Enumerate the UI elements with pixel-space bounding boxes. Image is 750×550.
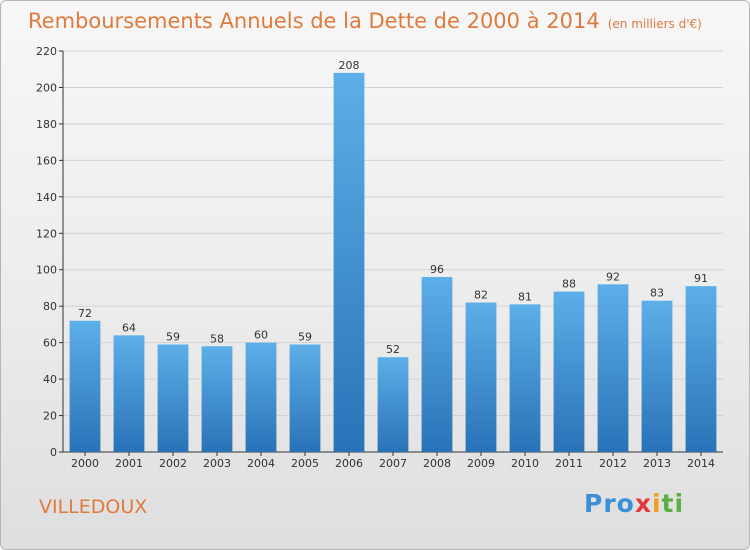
x-tick-label: 2005	[291, 457, 319, 470]
bar	[553, 291, 585, 452]
y-tick-label: 160	[36, 154, 57, 167]
y-tick-label: 140	[36, 191, 57, 204]
x-tick-label: 2009	[467, 457, 495, 470]
data-label: 88	[562, 278, 576, 291]
x-tick-label: 2000	[71, 457, 99, 470]
logo-part-3: i	[651, 489, 662, 518]
y-tick-label: 200	[36, 81, 57, 94]
data-labels: 72 64 59 58 60 59 208 52 96 82 81 88 92 83 91	[78, 59, 708, 356]
data-label: 82	[474, 289, 488, 302]
data-label: 91	[694, 272, 708, 285]
x-tick-label: 2010	[511, 457, 539, 470]
bar	[289, 344, 321, 452]
x-tick-label: 2003	[203, 457, 231, 470]
bar	[201, 346, 233, 452]
x-tick-label: 2001	[115, 457, 143, 470]
data-label: 64	[122, 321, 136, 334]
y-tick-label: 60	[43, 337, 57, 350]
chart-title: Remboursements Annuels de la Dette de 20…	[28, 9, 702, 33]
y-tick-label: 220	[36, 45, 57, 58]
y-tick-label: 20	[43, 410, 57, 423]
bar	[113, 335, 145, 452]
bar	[509, 304, 541, 452]
y-tick-label: 180	[36, 118, 57, 131]
data-label: 96	[430, 263, 444, 276]
data-label: 83	[650, 287, 664, 300]
bar	[245, 342, 277, 452]
y-tick-label: 120	[36, 227, 57, 240]
bar	[69, 320, 101, 452]
data-label: 208	[339, 59, 360, 72]
bar	[597, 284, 629, 452]
data-label: 72	[78, 307, 92, 320]
y-tick-label: 80	[43, 300, 57, 313]
x-tick-label: 2006	[335, 457, 363, 470]
bar	[377, 357, 409, 452]
x-tick-label: 2011	[555, 457, 583, 470]
bars	[69, 72, 717, 452]
bar	[685, 286, 717, 452]
data-label: 59	[298, 330, 312, 343]
bar	[421, 277, 453, 452]
x-tick-label: 2008	[423, 457, 451, 470]
x-tick-label: 2013	[643, 457, 671, 470]
bar	[465, 302, 497, 452]
logo-part-4: ti	[661, 489, 685, 518]
logo-part-1: Pro	[584, 489, 635, 518]
x-tick-label: 2004	[247, 457, 275, 470]
bar	[157, 344, 189, 452]
bar	[333, 72, 365, 452]
y-tick-label: 0	[50, 446, 57, 459]
data-label: 52	[386, 343, 400, 356]
x-tick-label: 2002	[159, 457, 187, 470]
data-label: 92	[606, 270, 620, 283]
data-label: 81	[518, 290, 532, 303]
data-label: 58	[210, 332, 224, 345]
y-tick-label: 40	[43, 373, 57, 386]
unit-note: (en milliers d'€)	[607, 17, 702, 31]
data-label: 60	[254, 329, 268, 342]
logo-part-2: x	[634, 489, 652, 518]
tick-labels: 0 20 40 60 80 100 120 140 160 180 200 220 2000 2001 20…	[36, 45, 715, 470]
y-tick-label: 100	[36, 264, 57, 277]
place-name: VILLEDOUX	[39, 496, 148, 518]
chart-title-text: Remboursements Annuels de la Dette de 20…	[28, 9, 600, 33]
proxiti-logo: Proxiti	[584, 489, 684, 518]
x-tick-label: 2012	[599, 457, 627, 470]
x-tick-label: 2007	[379, 457, 407, 470]
data-label: 59	[166, 330, 180, 343]
bar	[641, 300, 673, 452]
x-tick-label: 2014	[687, 457, 715, 470]
